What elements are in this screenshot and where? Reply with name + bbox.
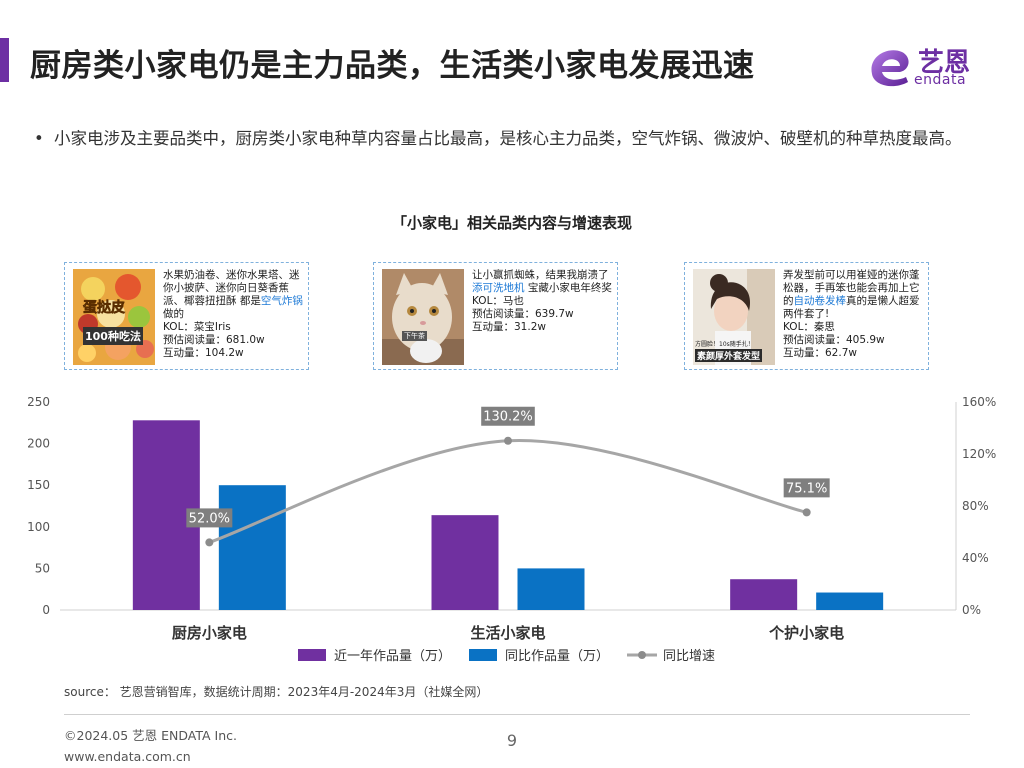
bar-annual <box>431 515 499 610</box>
card-text: 弄发型前可以用崔娅的迷你蓬松器，手再笨也能会再加上它的 <box>783 269 920 307</box>
page-title: 厨房类小家电仍是主力品类，生活类小家电发展迅速 <box>30 48 755 84</box>
legend-line-marker <box>638 651 646 659</box>
card-thumbnail-image: 方圆脸！10s随手扎！ 素颜厚外套发型 <box>693 269 775 365</box>
y-right-tick-label: 120% <box>962 447 996 461</box>
card-highlight: 添可洗地机 <box>472 282 525 294</box>
content-card-living: 下午茶 让小赢抓蜘蛛，结果我崩溃了 添可洗地机 宝藏小家电年终奖 KOL：马也 … <box>373 262 618 370</box>
y-left-tick-label: 100 <box>27 520 50 534</box>
logo-mark-icon <box>871 50 909 87</box>
source-note: source： 艺恩营销智库，数据统计周期：2023年4月-2024年3月（社媒… <box>64 685 489 699</box>
card-description: 弄发型前可以用崔娅的迷你蓬松器，手再笨也能会再加上它的自动卷发棒真的是懒人超爱两… <box>783 269 923 360</box>
legend-swatch <box>469 649 497 661</box>
card-thumbnail-image: 下午茶 <box>382 269 464 365</box>
y-right-tick-label: 0% <box>962 603 981 617</box>
y-left-tick-label: 200 <box>27 437 50 451</box>
copyright: ©2024.05 艺恩 ENDATA Inc. <box>64 728 238 743</box>
y-right-tick-label: 40% <box>962 551 989 565</box>
legend-label: 近一年作品量（万） <box>334 649 451 664</box>
y-right-tick-label: 160% <box>962 395 996 409</box>
card-interactions: 互动量：31.2w <box>472 321 546 333</box>
growth-label-bg <box>481 406 535 426</box>
card-text: 水果奶油卷、迷你水果塔、迷你小披萨、迷你向日葵香蕉派、椰蓉扭扭酥 都是 <box>163 269 300 307</box>
growth-label-bg <box>186 508 233 528</box>
thumbnail-caption-1: 蛋挞皮 <box>83 300 126 317</box>
legend-label: 同比作品量（万） <box>505 649 609 664</box>
page-number: 9 <box>506 731 518 750</box>
summary-text: 小家电涉及主要品类中，厨房类小家电种草内容量占比最高，是核心主力品类，空气炸锅、… <box>54 129 962 148</box>
content-card-kitchen: 蛋挞皮 100种吃法 水果奶油卷、迷你水果塔、迷你小披萨、迷你向日葵香蕉派、椰蓉… <box>64 262 309 370</box>
x-category-label: 生活小家电 <box>470 624 545 642</box>
card-kol: KOL：秦思 <box>783 321 835 333</box>
x-category-label: 个护小家电 <box>768 624 844 642</box>
footer-divider <box>64 714 970 715</box>
endata-logo: 艺恩 endata <box>866 42 996 90</box>
card-kol: KOL：菜宝Iris <box>163 321 231 333</box>
card-interactions: 互动量：62.7w <box>783 347 857 359</box>
bar-annual <box>730 579 798 610</box>
card-kol: KOL：马也 <box>472 295 524 307</box>
combo-chart: 0 50 100 150 200 250 0% 40% 80% 120% 160% 52.0% 130.… <box>27 395 996 664</box>
bullet-marker: • <box>34 129 44 148</box>
y-right-tick-label: 80% <box>962 499 989 513</box>
bar-yoy <box>517 568 585 610</box>
growth-point <box>504 436 512 445</box>
card-thumbnail-image: 蛋挞皮 100种吃法 <box>73 269 155 365</box>
growth-data-label: 52.0% <box>189 511 230 526</box>
card-text-end: 真的是懒人超爱两件套了! <box>783 295 920 320</box>
growth-point <box>205 538 214 547</box>
card-text-end: 做的 <box>163 308 184 320</box>
card-text-end: 宝藏小家电年终奖 <box>524 282 612 294</box>
card-highlight: 自动卷发棒 <box>793 295 847 307</box>
website-link[interactable]: www.endata.com.cn <box>64 749 191 764</box>
card-reads: 预估阅读量：681.0w <box>163 334 265 346</box>
growth-label-bg <box>783 478 830 498</box>
summary-bullet: • 小家电涉及主要品类中，厨房类小家电种草内容量占比最高，是核心主力品类，空气炸… <box>34 122 984 156</box>
thumbnail-caption-1: 下午茶 <box>402 331 427 341</box>
card-reads: 预估阅读量：405.9w <box>783 334 885 346</box>
thumbnail-caption-2: 100种吃法 <box>83 327 143 345</box>
bar-yoy <box>218 485 286 610</box>
growth-data-label: 130.2% <box>483 410 533 425</box>
growth-data-label: 75.1% <box>786 481 827 496</box>
y-left-tick-label: 150 <box>27 478 50 492</box>
thumbnail-caption-1: 方圆脸！10s随手扎！ <box>695 341 754 348</box>
card-interactions: 互动量：104.2w <box>163 347 244 359</box>
card-text: 让小赢抓蜘蛛，结果我崩溃了 <box>472 269 609 281</box>
growth-line <box>208 439 808 544</box>
card-highlight: 空气炸锅 <box>260 295 303 307</box>
card-description: 让小赢抓蜘蛛，结果我崩溃了 添可洗地机 宝藏小家电年终奖 KOL：马也 预估阅读… <box>472 269 612 334</box>
content-card-personal-care: 方圆脸！10s随手扎！ 素颜厚外套发型 弄发型前可以用崔娅的迷你蓬松器，手再笨也… <box>684 262 929 370</box>
legend-label: 同比增速 <box>663 649 715 664</box>
logo-subtitle: endata <box>914 72 967 88</box>
card-reads: 预估阅读量：639.7w <box>472 308 574 320</box>
chart-title: 「小家电」相关品类内容与增速表现 <box>391 214 632 232</box>
bar-yoy <box>816 592 884 610</box>
logo-name: 艺恩 <box>918 48 971 78</box>
card-description: 水果奶油卷、迷你水果塔、迷你小披萨、迷你向日葵香蕉派、椰蓉扭扭酥 都是空气炸锅做… <box>163 269 303 360</box>
growth-point <box>802 508 811 517</box>
x-category-label: 厨房小家电 <box>172 624 247 642</box>
thumbnail-caption-2: 素颜厚外套发型 <box>695 349 763 362</box>
y-left-tick-label: 250 <box>27 395 50 409</box>
y-left-tick-label: 0 <box>42 603 50 617</box>
legend-swatch <box>298 649 326 661</box>
y-left-tick-label: 50 <box>35 561 50 575</box>
title-accent-bar <box>0 38 9 82</box>
